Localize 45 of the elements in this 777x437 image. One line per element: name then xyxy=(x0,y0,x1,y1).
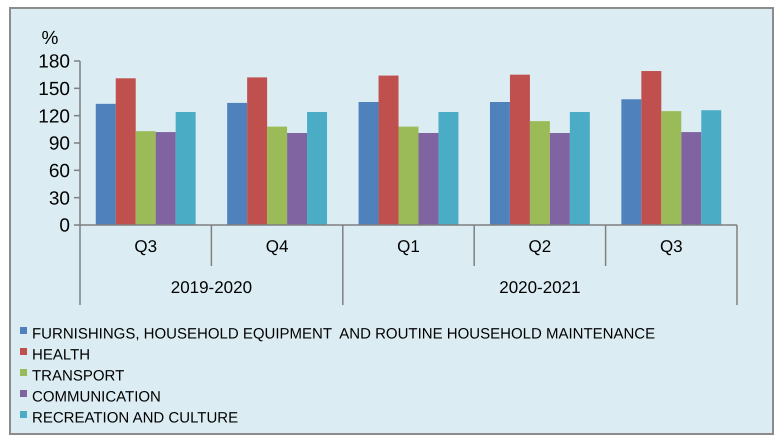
text: 2020-2021 xyxy=(499,278,581,297)
legend-label: HEALTH xyxy=(32,346,90,364)
bar xyxy=(267,126,288,225)
bar xyxy=(490,102,510,225)
bar xyxy=(378,76,399,225)
y-axis-title: % xyxy=(42,28,59,49)
y-tick-label: 0 xyxy=(59,216,70,237)
y-tick-label: 90 xyxy=(48,134,70,155)
bar xyxy=(661,111,682,225)
bar xyxy=(641,71,662,225)
bar xyxy=(307,112,328,225)
bar xyxy=(550,132,570,225)
bar xyxy=(96,104,116,225)
legend-label: FURNISHINGS, HOUSEHOLD EQUIPMENT AND ROUTINE HOUSEHOLD MAINTENANCE xyxy=(32,325,656,342)
x-tick-label: Q4 xyxy=(266,237,288,256)
x-tick-label: Q3 xyxy=(134,237,158,256)
bar xyxy=(621,99,642,225)
legend-label: RECREATION AND CULTURE xyxy=(32,409,238,426)
bar xyxy=(358,102,379,225)
bar xyxy=(570,112,590,225)
legend-label: TRANSPORT xyxy=(32,367,124,384)
bar xyxy=(176,112,196,225)
bar xyxy=(438,112,458,225)
x-tick-label: Q1 xyxy=(397,237,420,256)
y-tick-label: 180 xyxy=(38,52,70,73)
x-tick-label: Q2 xyxy=(528,237,552,256)
bar xyxy=(701,110,722,225)
bar xyxy=(530,121,550,225)
x-tick-label: Q3 xyxy=(660,237,683,256)
bar xyxy=(510,74,530,225)
y-tick-label: 150 xyxy=(38,78,70,100)
bar xyxy=(287,132,308,225)
bar xyxy=(681,132,702,225)
bar xyxy=(116,78,136,225)
bar xyxy=(418,132,438,225)
bar xyxy=(136,131,156,225)
text: 2019-2020 xyxy=(170,278,252,297)
bar xyxy=(247,77,268,225)
y-tick-label: 120 xyxy=(38,106,70,128)
y-tick-label: 60 xyxy=(48,160,70,182)
bar xyxy=(156,132,176,225)
y-tick-label: 30 xyxy=(48,188,70,210)
bar xyxy=(398,126,418,225)
legend-label: COMMUNICATION xyxy=(32,388,161,406)
bar xyxy=(227,102,248,225)
